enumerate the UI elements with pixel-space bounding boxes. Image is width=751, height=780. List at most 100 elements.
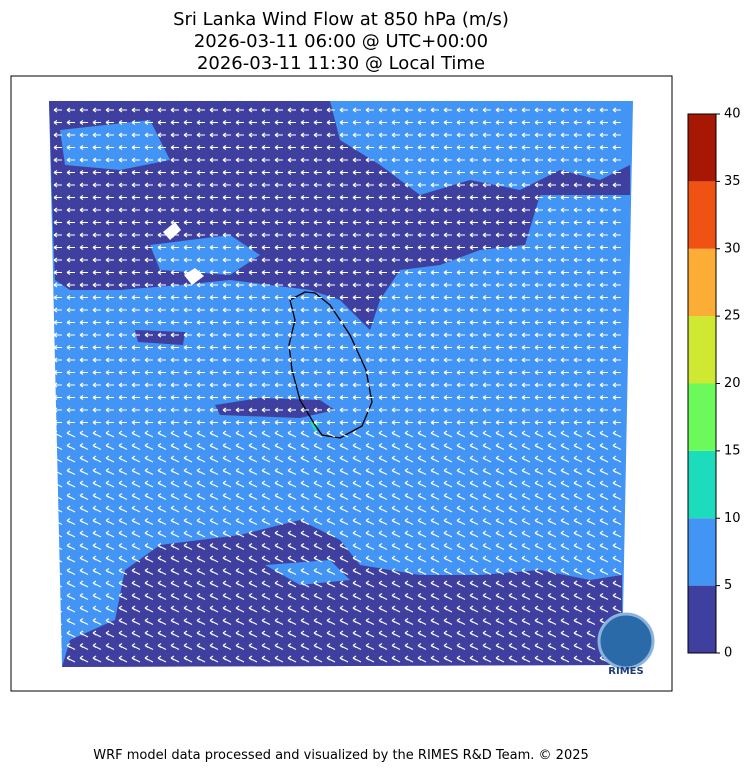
wind-arrow	[443, 107, 452, 113]
coastline	[288, 291, 373, 439]
wind-arrow	[547, 518, 557, 525]
wind-arrow	[508, 120, 517, 125]
wind-arrow	[92, 295, 101, 300]
wind-arrow	[352, 107, 361, 113]
wind-arrow	[534, 443, 544, 450]
wind-arrow	[118, 543, 128, 550]
wind-arrow	[274, 468, 284, 475]
wind-arrow	[53, 207, 62, 213]
wind-arrow	[209, 643, 219, 650]
wind-arrow	[66, 157, 75, 163]
colorbar-band	[688, 518, 716, 586]
wind-arrow	[586, 257, 595, 263]
wind-arrow	[586, 307, 595, 313]
wind-arrow	[495, 518, 505, 525]
wind-arrow	[222, 480, 232, 488]
wind-arrow	[144, 655, 154, 663]
wind-arrow	[79, 395, 88, 400]
wind-arrow	[209, 170, 218, 175]
wind-arrow	[339, 320, 348, 325]
wind-arrow	[508, 132, 517, 138]
wind-arrow	[196, 543, 206, 550]
wind-arrow	[352, 618, 362, 625]
wind-arrow	[274, 555, 284, 563]
wind-arrow	[118, 107, 127, 113]
wind-arrow	[534, 455, 544, 463]
wind-arrow	[456, 295, 465, 300]
wind-arrow	[404, 107, 413, 113]
wind-arrow	[118, 370, 127, 375]
wind-arrow	[287, 580, 297, 588]
wind-arrow	[196, 382, 205, 388]
wind-arrow	[547, 345, 556, 350]
wind-arrow	[222, 630, 232, 638]
wind-arrow	[105, 307, 114, 313]
wind-arrow	[586, 145, 595, 150]
wind-arrow	[105, 605, 115, 613]
wind-arrow	[456, 505, 466, 513]
wind-arrow	[430, 543, 440, 550]
wind-arrow	[443, 270, 452, 275]
wind-arrow	[53, 120, 62, 125]
colorbar-band	[688, 181, 716, 249]
wind-arrow	[144, 505, 154, 513]
wind-arrow	[430, 320, 439, 325]
wind-arrow	[339, 618, 349, 625]
wind-arrow	[287, 382, 296, 388]
wind-arrow	[274, 568, 284, 575]
wind-arrow	[469, 643, 479, 650]
wind-arrow	[365, 245, 374, 250]
wind-arrow	[222, 282, 231, 288]
wind-arrow	[547, 332, 556, 338]
footer: WRF model data processed and visualized …	[93, 748, 589, 763]
wind-arrow	[287, 543, 297, 550]
wind-arrow	[92, 493, 102, 500]
wind-arrow	[469, 518, 479, 525]
wind-arrow	[131, 655, 141, 663]
wind-arrow	[443, 207, 452, 213]
wind-arrow	[456, 643, 466, 650]
wind-arrow	[430, 295, 439, 300]
wind-arrow	[66, 505, 76, 513]
wind-arrow	[79, 568, 89, 575]
wind-arrow	[287, 443, 297, 450]
wind-arrow	[417, 395, 426, 400]
wind-arrow	[417, 170, 426, 175]
wind-arrow	[235, 145, 244, 150]
wind-arrow	[612, 220, 621, 225]
wind-arrow	[235, 605, 245, 613]
wind-arrow	[482, 370, 491, 375]
wind-arrow	[53, 618, 63, 625]
wind-arrow	[469, 455, 479, 463]
wind-arrow	[183, 157, 192, 163]
wind-arrow	[209, 207, 218, 213]
wind-arrow	[235, 568, 245, 575]
wind-arrow	[326, 555, 336, 563]
wind-arrow	[547, 270, 556, 275]
wind-arrow	[196, 257, 205, 263]
wind-arrow	[560, 282, 569, 288]
wind-arrow	[573, 468, 583, 475]
wind-arrow	[92, 307, 101, 313]
wind-arrow	[339, 493, 349, 500]
wind-arrow	[235, 555, 245, 563]
wind-arrow	[365, 157, 374, 163]
wind-arrow	[599, 395, 608, 400]
wind-arrow	[79, 170, 88, 175]
wind-arrow	[274, 357, 283, 363]
wind-arrow	[313, 257, 322, 263]
wind-arrow	[170, 555, 180, 563]
wind-arrow	[391, 468, 401, 475]
wind-arrow	[248, 455, 258, 463]
wind-arrow	[586, 320, 595, 325]
wind-arrow	[443, 530, 453, 538]
wind-arrow	[391, 580, 401, 588]
wind-arrow	[53, 245, 62, 250]
wind-arrow	[287, 593, 297, 600]
wind-arrow	[92, 468, 102, 475]
wind-arrow	[391, 295, 400, 300]
wind-arrow	[196, 357, 205, 363]
wind-arrow	[105, 120, 114, 125]
wind-arrow	[404, 593, 414, 600]
wind-arrow	[248, 232, 257, 238]
